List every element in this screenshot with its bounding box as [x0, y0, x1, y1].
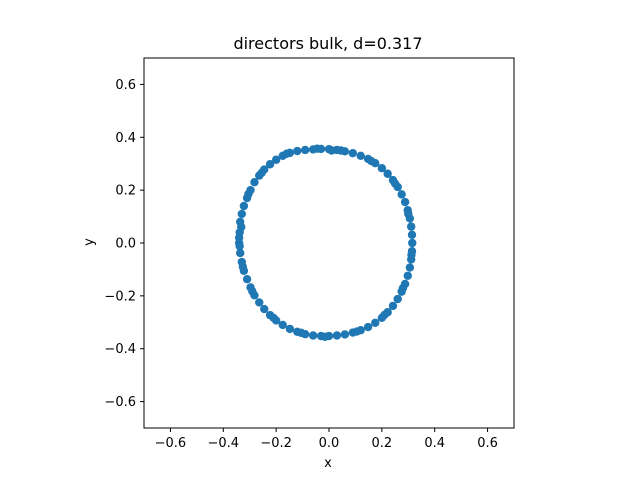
data-point [238, 262, 248, 271]
data-point [293, 146, 302, 156]
data-point [377, 164, 387, 173]
y-tick-label: −0.2 [104, 289, 136, 304]
x-tick-label: 0.0 [319, 436, 340, 451]
y-tick-label: −0.6 [104, 395, 136, 410]
data-point [255, 298, 264, 307]
data-point [257, 168, 266, 178]
data-point [250, 178, 259, 187]
data-point [242, 275, 252, 284]
data-point [234, 233, 244, 242]
data-point [367, 156, 376, 166]
data-point [265, 160, 275, 169]
data-point [301, 145, 310, 155]
data-point [388, 301, 398, 311]
data-point [400, 197, 410, 207]
data-point [332, 331, 342, 340]
chart-title: directors bulk, d=0.317 [233, 34, 422, 53]
y-tick-label: −0.4 [104, 342, 136, 357]
data-point [405, 263, 415, 272]
plot-frame [143, 57, 515, 429]
data-point [239, 201, 249, 211]
x-tick-label: −0.6 [155, 436, 187, 451]
data-point [297, 328, 306, 338]
data-point [406, 222, 416, 231]
x-tick-label: 0.2 [372, 436, 393, 451]
data-point [407, 250, 416, 260]
data-point [398, 283, 408, 293]
data-point [348, 148, 357, 158]
data-point [260, 304, 269, 314]
x-tick-label: −0.2 [260, 436, 292, 451]
data-point [278, 320, 287, 330]
data-point [390, 179, 400, 188]
data-point [285, 324, 295, 334]
data-point [320, 332, 330, 342]
x-tick-label: −0.4 [207, 436, 239, 451]
data-point [308, 331, 318, 340]
data-point [356, 151, 365, 160]
x-tick-label: 0.4 [424, 436, 445, 451]
data-point [235, 241, 244, 251]
y-tick-label: 0.6 [115, 78, 136, 93]
data-point [237, 209, 246, 219]
data-point [271, 155, 281, 164]
points-layer [234, 144, 417, 342]
data-point [269, 313, 278, 322]
data-point [236, 248, 245, 258]
data-point [248, 287, 257, 296]
y-tick-label: 0.2 [115, 184, 136, 199]
data-point [312, 144, 322, 153]
y-axis-ticks: −0.6 −0.4 −0.2 0.0 0.2 0.4 0.6 [104, 78, 144, 410]
data-point [383, 169, 392, 178]
data-point [407, 230, 417, 240]
x-axis-label: x [324, 456, 332, 471]
x-axis-ticks: −0.6 −0.4 −0.2 0.0 0.2 0.4 0.6 [155, 428, 498, 451]
data-point [327, 146, 336, 155]
data-point [393, 294, 402, 304]
y-tick-label: 0.4 [115, 131, 136, 146]
data-point [403, 271, 412, 280]
data-point [282, 149, 291, 158]
data-point [371, 318, 380, 328]
data-point [363, 322, 373, 332]
data-point [340, 330, 350, 339]
data-point [352, 327, 361, 336]
y-tick-label: 0.0 [115, 237, 136, 252]
data-point [336, 146, 346, 155]
data-point [380, 310, 389, 320]
y-axis-label: y [82, 238, 97, 246]
data-point [408, 238, 417, 248]
data-point [237, 222, 246, 232]
data-point [404, 209, 413, 219]
data-point [397, 190, 406, 199]
data-point [244, 189, 253, 199]
x-tick-label: 0.6 [477, 436, 498, 451]
